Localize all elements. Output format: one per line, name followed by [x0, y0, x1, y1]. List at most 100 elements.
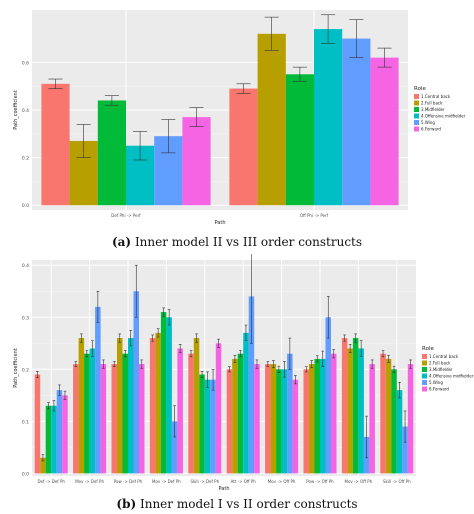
bar: [391, 369, 397, 474]
bar: [342, 38, 371, 206]
bar: [265, 364, 271, 474]
x-tick-label: Skill -> Def Ph: [190, 479, 219, 484]
bar: [78, 338, 85, 474]
bar: [396, 390, 403, 474]
y-tick-label: 0.2: [22, 156, 29, 162]
bar: [254, 364, 260, 474]
y-axis-title: Path_coefficient: [13, 90, 19, 130]
legend-swatch: [414, 100, 419, 106]
chart-b: 0.0 0.1 0.2 0.3 0.4 Def -> Def Ph Mov -> Def P…: [13, 254, 474, 492]
bar: [232, 358, 238, 474]
bar: [226, 369, 233, 474]
caption-b-tag: (b): [116, 497, 137, 511]
x-axis-title: Path: [215, 220, 226, 226]
bar: [171, 421, 178, 474]
bar: [248, 296, 255, 474]
bar: [276, 369, 282, 474]
x-tick-label: Mov -> Off Ph: [345, 479, 373, 484]
caption-a-tag: (a): [111, 235, 132, 249]
bar: [188, 353, 194, 474]
y-tick-label: 0.4: [22, 263, 29, 269]
bar: [281, 369, 288, 474]
bar: [100, 364, 107, 474]
bar: [285, 74, 314, 206]
caption-b-text: Inner model I vs II order constructs: [139, 497, 358, 511]
legend-label: 2.Full back: [429, 361, 451, 366]
legend-swatch: [414, 94, 419, 99]
bar: [270, 364, 277, 474]
x-tick-label: Mov -> Def Ph: [152, 479, 181, 484]
bar: [257, 33, 286, 206]
legend-label: 1.Central back: [429, 354, 459, 359]
bar: [402, 426, 408, 474]
x-tick-label: Def Phi -> Perf: [111, 213, 141, 218]
caption-a: (a) Inner model II vs III order construc…: [0, 235, 474, 249]
x-tick-label: Off Phi -> Perf: [300, 213, 329, 218]
legend-label: 1.Central back: [421, 94, 451, 99]
bar: [97, 100, 126, 206]
bar: [166, 317, 172, 474]
bar: [62, 395, 68, 474]
y-axis-title: Path_coefficient: [13, 348, 19, 388]
bar: [73, 364, 79, 474]
bar: [369, 364, 375, 474]
bar: [237, 353, 244, 474]
bar: [193, 338, 200, 474]
bar: [84, 353, 90, 474]
x-tick-label: Skill -> Off Ph: [383, 479, 411, 484]
bar: [116, 338, 123, 474]
bar: [56, 390, 63, 474]
x-tick-label: Mov -> Off Ph: [268, 479, 296, 484]
legend-label: 6.Forward: [421, 127, 441, 132]
bar: [210, 379, 216, 474]
legend-title: Role: [422, 346, 434, 352]
legend-swatch: [422, 354, 427, 359]
bar: [308, 364, 315, 474]
bar: [314, 29, 343, 206]
y-tick-label: 0.0: [22, 471, 29, 477]
y-tick-label: 0.4: [22, 108, 29, 114]
caption-a-text: Inner model II vs III order constructs: [134, 235, 363, 249]
bar: [89, 348, 96, 474]
bar: [352, 338, 359, 474]
legend-label: 5.Wing: [421, 120, 435, 125]
y-tick-label: 0.6: [22, 60, 29, 66]
bar: [128, 338, 134, 474]
caption-b: (b) Inner model I vs II order constructs: [0, 497, 474, 511]
x-tick-label: Pow -> Def Ph: [114, 479, 143, 484]
bar: [325, 317, 332, 474]
bar: [45, 405, 52, 474]
bar: [133, 291, 140, 474]
bar: [341, 338, 348, 474]
bar: [314, 358, 320, 474]
bar: [182, 117, 211, 206]
y-tick-label: 0.3: [22, 315, 29, 321]
x-tick-label: Pow -> Off Ph: [306, 479, 334, 484]
chart-a: 0.0 0.2 0.4 0.6 Def Phi -> Perf Off Phi -> Pe…: [13, 10, 466, 226]
bar: [370, 57, 399, 206]
bar: [303, 369, 309, 474]
bar: [95, 306, 101, 474]
x-tick-label: Att -> Off Ph: [231, 479, 257, 484]
bar: [204, 379, 211, 474]
legend-label: 3.Midfielder: [421, 107, 445, 112]
bar: [287, 353, 293, 474]
y-tick-label: 0.1: [22, 419, 29, 425]
bar: [407, 364, 414, 474]
bar: [347, 348, 353, 474]
legend-label: 3.Midfielder: [429, 367, 453, 372]
bar: [160, 312, 167, 474]
legend-swatch: [414, 107, 419, 112]
legend-swatch: [422, 380, 427, 385]
legend-title: Role: [414, 86, 426, 92]
legend-swatch: [422, 367, 427, 372]
legend-swatch: [422, 386, 427, 392]
bar: [177, 348, 183, 474]
x-tick-label: Def -> Def Ph: [37, 479, 65, 484]
bar: [243, 332, 249, 474]
bar: [111, 364, 117, 474]
legend-label: 5.Wing: [429, 380, 443, 385]
bar: [139, 364, 145, 474]
legend-swatch: [422, 373, 427, 379]
bar: [358, 348, 364, 474]
